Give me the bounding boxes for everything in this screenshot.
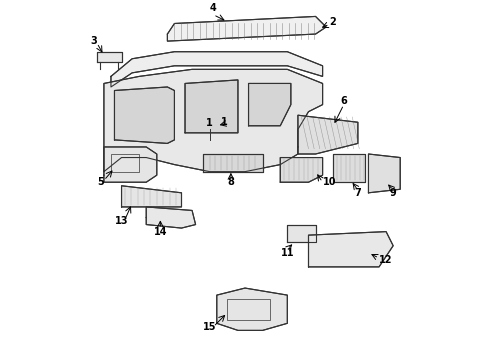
Polygon shape — [248, 84, 291, 126]
Polygon shape — [111, 52, 322, 87]
Text: 4: 4 — [210, 3, 217, 13]
Text: 10: 10 — [322, 177, 336, 187]
Polygon shape — [122, 186, 181, 207]
Bar — [111, 154, 139, 172]
Polygon shape — [115, 87, 174, 143]
Text: 8: 8 — [227, 177, 234, 187]
Bar — [227, 299, 270, 320]
Polygon shape — [287, 225, 316, 242]
Polygon shape — [368, 154, 400, 193]
Text: 1: 1 — [220, 117, 227, 127]
Polygon shape — [104, 147, 157, 182]
Text: 13: 13 — [115, 216, 128, 226]
Text: 14: 14 — [153, 226, 167, 237]
Polygon shape — [280, 158, 322, 182]
Polygon shape — [217, 288, 287, 330]
Text: 9: 9 — [390, 188, 396, 198]
Text: 15: 15 — [203, 322, 217, 332]
Polygon shape — [104, 69, 322, 172]
Text: 12: 12 — [379, 255, 392, 265]
Polygon shape — [168, 17, 326, 41]
Text: 5: 5 — [97, 177, 104, 187]
Text: 7: 7 — [354, 188, 361, 198]
Polygon shape — [298, 115, 358, 154]
Polygon shape — [333, 154, 365, 182]
Polygon shape — [203, 154, 263, 172]
Text: 6: 6 — [341, 96, 347, 106]
Text: 3: 3 — [90, 36, 97, 46]
Text: 2: 2 — [330, 17, 337, 27]
Polygon shape — [185, 80, 238, 133]
Text: 11: 11 — [281, 248, 294, 258]
Text: 1: 1 — [206, 118, 213, 127]
Polygon shape — [97, 52, 122, 62]
Polygon shape — [146, 207, 196, 228]
Polygon shape — [309, 231, 393, 267]
